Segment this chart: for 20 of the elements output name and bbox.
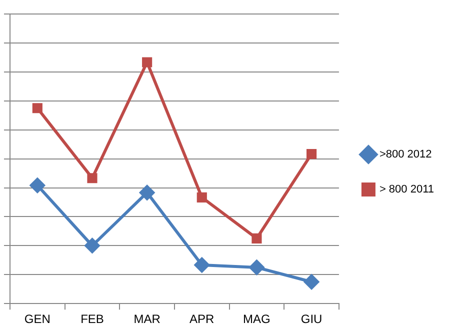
point — [304, 274, 320, 290]
point — [32, 103, 42, 114]
legend-label: >800 2012 — [379, 148, 432, 161]
point — [30, 178, 45, 193]
legend-label: > 800 2011 — [379, 184, 434, 196]
x-tick-label: APR — [190, 312, 215, 326]
point — [194, 257, 210, 272]
x-tick-label: GIU — [300, 312, 322, 326]
point — [249, 260, 264, 275]
x-tick-label: MAG — [243, 312, 270, 326]
x-tick-label: MAR — [134, 312, 161, 326]
x-tick-label: GEN — [24, 312, 50, 326]
point — [306, 148, 317, 160]
point — [252, 233, 262, 244]
x-tick-label: FEB — [80, 312, 104, 326]
point — [140, 185, 155, 200]
point — [87, 173, 98, 184]
point — [84, 238, 100, 254]
point — [196, 192, 207, 202]
point — [142, 57, 152, 68]
